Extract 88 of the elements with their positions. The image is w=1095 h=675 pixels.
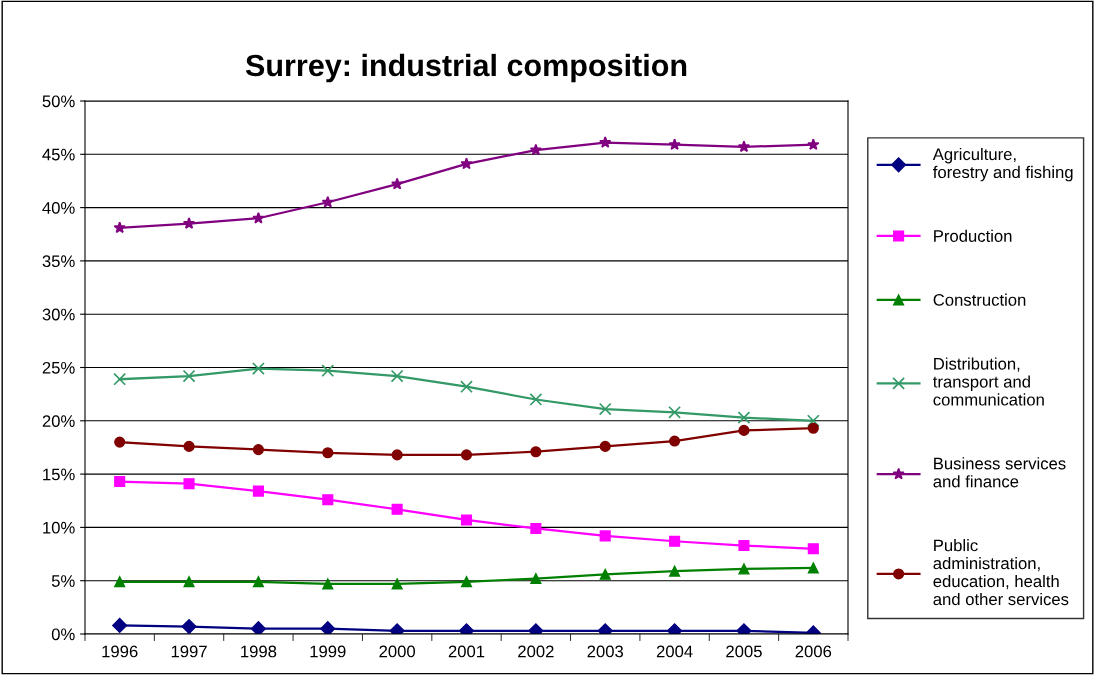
point	[112, 617, 128, 634]
point	[113, 221, 126, 234]
point	[460, 576, 473, 588]
point	[252, 576, 264, 588]
point	[183, 576, 195, 588]
point	[391, 578, 403, 590]
point	[250, 621, 266, 634]
point	[183, 478, 195, 490]
point	[737, 411, 751, 424]
x-tick-label: 2003	[587, 645, 624, 658]
point	[321, 195, 334, 208]
point	[738, 563, 750, 575]
x-tick-label: 2005	[726, 645, 762, 658]
point	[529, 393, 543, 406]
legend-label: Public administration, education, health and other services	[933, 539, 1069, 606]
point	[460, 449, 473, 461]
point	[182, 217, 196, 229]
point	[114, 436, 126, 448]
point	[114, 576, 126, 588]
point	[391, 449, 403, 461]
y-tick-label: 30%	[42, 308, 75, 321]
point	[598, 402, 612, 416]
point	[113, 372, 127, 386]
point	[322, 447, 334, 459]
point	[530, 522, 542, 535]
point	[181, 618, 197, 634]
point	[530, 446, 542, 458]
x-tick-label: 2000	[379, 645, 416, 658]
y-tick-label: 10%	[43, 521, 75, 534]
point	[668, 405, 681, 419]
point	[322, 494, 334, 506]
x-tick-label: 2002	[518, 645, 554, 658]
point	[529, 143, 542, 156]
point	[807, 562, 819, 574]
y-tick-label: 40%	[42, 202, 75, 214]
point	[252, 485, 264, 497]
x-tick-label: 2001	[448, 645, 485, 658]
x-tick-label: 2004	[656, 645, 693, 658]
y-tick-label: 5%	[51, 575, 75, 587]
point	[252, 211, 265, 224]
point	[669, 565, 681, 577]
point	[252, 362, 265, 375]
point	[114, 476, 126, 488]
point	[320, 621, 336, 634]
point	[322, 578, 334, 590]
point	[599, 568, 611, 580]
point	[807, 138, 820, 151]
x-tick-label: 1999	[310, 645, 346, 658]
point	[807, 543, 819, 555]
point	[599, 530, 611, 542]
y-tick-label: 35%	[42, 255, 75, 268]
point	[460, 380, 473, 394]
point	[460, 157, 473, 170]
legend-label: Distribution, transport and communication	[933, 357, 1044, 406]
x-tick-label: 1996	[102, 645, 138, 658]
point	[460, 514, 473, 526]
legend-label: Agriculture, forestry and fishing	[932, 147, 1073, 182]
legend-label: Production	[934, 229, 1012, 242]
x-tick-label: 2006	[795, 645, 832, 658]
point	[599, 440, 611, 452]
point	[806, 414, 820, 428]
y-tick-label: 15%	[43, 468, 75, 481]
point	[669, 435, 681, 447]
y-tick-label: 20%	[42, 415, 75, 427]
chart-title: Surrey: industrial composition	[245, 53, 687, 83]
point	[669, 535, 681, 547]
x-tick-label: 1997	[171, 645, 207, 658]
point	[668, 138, 681, 151]
point	[252, 444, 264, 456]
legend-label: Business services and finance	[933, 457, 1066, 488]
point	[599, 136, 612, 148]
y-tick-label: 50%	[42, 95, 75, 108]
point	[738, 424, 750, 436]
point	[737, 140, 751, 153]
point	[391, 503, 403, 515]
point	[530, 573, 542, 585]
x-tick-label: 1998	[241, 645, 277, 658]
y-tick-label: 25%	[42, 361, 75, 374]
point	[807, 422, 819, 434]
y-tick-label: 45%	[42, 148, 75, 161]
point	[183, 440, 195, 452]
point	[321, 364, 335, 378]
y-tick-label: 0%	[51, 628, 75, 641]
point	[738, 539, 750, 552]
point	[182, 369, 196, 383]
point	[390, 369, 404, 383]
point	[391, 177, 404, 190]
legend-label: Construction	[933, 293, 1026, 306]
